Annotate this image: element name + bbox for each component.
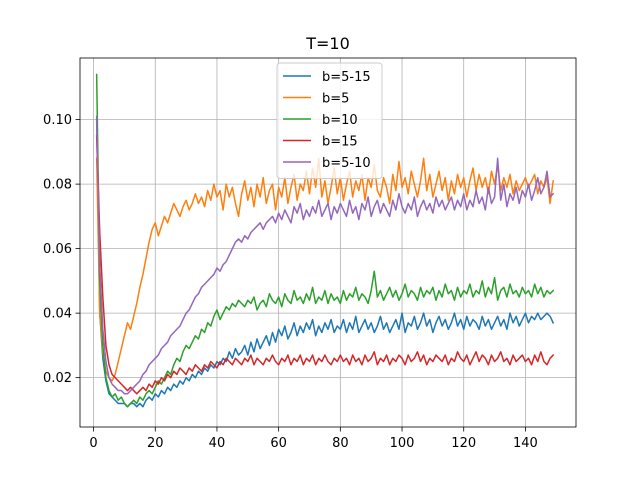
x-tick-label: 0	[89, 436, 97, 451]
series-line-b=15	[95, 134, 555, 395]
series-line-b=10	[95, 73, 555, 408]
axes-frame	[79, 57, 577, 428]
y-tick-label: 0.04	[43, 307, 72, 322]
legend-label: b=5	[322, 92, 349, 107]
legend-label: b=15	[322, 135, 358, 150]
y-axis: 0.02 0.04 0.06 0.08 0.10	[43, 113, 80, 386]
series-line-b=5-15	[95, 118, 555, 408]
x-tick-label: 40	[209, 436, 226, 451]
chart-title: T=10	[305, 34, 350, 53]
x-tick-label: 20	[147, 436, 164, 451]
y-tick-label: 0.10	[43, 113, 72, 128]
x-tick-label: 100	[390, 436, 415, 451]
series-line-b=5-10	[95, 115, 555, 395]
y-tick-label: 0.06	[43, 242, 72, 257]
x-tick-label: 140	[513, 436, 538, 451]
legend: b=5-15 b=5 b=10 b=15 b=5-10	[276, 62, 383, 179]
legend-label: b=5-10	[322, 156, 371, 171]
legend-box	[276, 62, 383, 179]
x-tick-label: 80	[332, 436, 349, 451]
x-axis: 0 20 40 60 80 100 120 140	[89, 427, 538, 451]
series-line-b=5	[95, 157, 555, 382]
series-lines	[95, 73, 555, 408]
legend-label: b=10	[322, 113, 358, 128]
x-tick-label: 120	[451, 436, 476, 451]
y-tick-label: 0.08	[43, 178, 72, 193]
x-tick-label: 60	[270, 436, 287, 451]
y-tick-label: 0.02	[43, 371, 72, 386]
legend-label: b=5-15	[322, 70, 371, 85]
